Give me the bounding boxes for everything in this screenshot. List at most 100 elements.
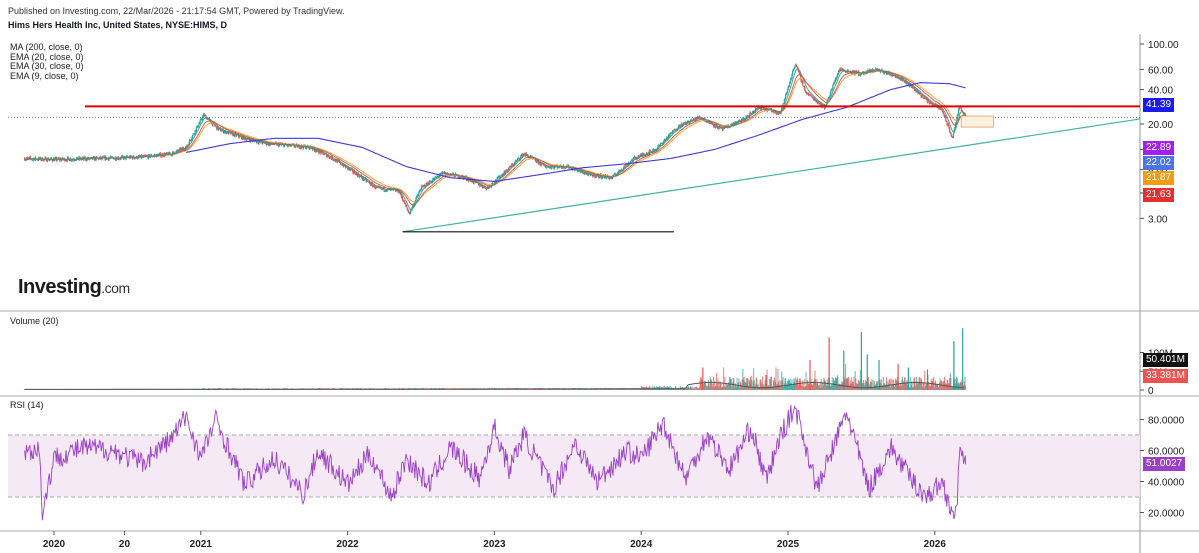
candle-body [938, 106, 940, 109]
candle-body [354, 173, 356, 175]
candle-body [318, 150, 321, 154]
candle-body [699, 116, 701, 118]
volume-bar [808, 383, 810, 390]
candle-body [932, 105, 934, 106]
volume-bar [541, 389, 543, 390]
rsi-pane-title[interactable]: RSI (14) [10, 400, 44, 410]
candle-body [238, 136, 240, 138]
candle-body [264, 142, 266, 144]
candle-body [887, 71, 889, 75]
candle-body [826, 99, 828, 104]
volume-bar [559, 388, 561, 390]
candle-body [423, 185, 425, 187]
volume-bar [672, 388, 674, 390]
volume-bar [718, 387, 720, 390]
volume-bar [708, 383, 710, 390]
candle-body [322, 152, 325, 155]
volume-bar [725, 383, 727, 390]
candle-body [130, 155, 132, 158]
volume-bar [711, 386, 713, 390]
candle-body [660, 143, 662, 145]
volume-bar [428, 389, 430, 390]
volume-bar [848, 385, 850, 390]
candle-body [537, 160, 540, 164]
candle-body [313, 148, 316, 151]
candle-body [920, 93, 922, 97]
volume-bar [749, 381, 751, 390]
volume-bar [419, 389, 421, 390]
volume-bar [820, 378, 822, 390]
candle-body [462, 176, 464, 179]
volume-tick-label: 0 [1148, 386, 1154, 397]
legend-ma200[interactable]: MA (200, close, 0) [10, 42, 83, 52]
candle-body [257, 141, 259, 143]
candle-body [516, 160, 518, 162]
candle-body [841, 68, 843, 71]
candle-body [508, 167, 510, 170]
candle-body [368, 181, 370, 183]
volume-bar [510, 389, 512, 390]
candle-body [577, 170, 579, 172]
candle-body [218, 128, 220, 130]
candle-body [679, 124, 681, 126]
volume-bar [543, 388, 545, 390]
legend-ema20[interactable]: EMA (20, close, 0) [10, 51, 84, 62]
volume-bar [606, 388, 608, 390]
volume-bar [640, 389, 642, 390]
volume-pane-title[interactable]: Volume (20) [10, 316, 59, 326]
candle-body [522, 154, 524, 157]
legend-ema30[interactable]: EMA (30, close, 0) [10, 61, 84, 71]
volume-bar [598, 388, 600, 390]
candle-body [670, 133, 672, 134]
candle-body [419, 190, 422, 191]
volume-bar [845, 378, 847, 390]
candle-body [808, 94, 810, 96]
volume-bar [914, 377, 916, 390]
volume-bar [529, 389, 531, 390]
volume-bar [718, 381, 720, 390]
volume-bar [811, 385, 813, 390]
candle-body [941, 109, 943, 111]
price-badge: 22.89 [1143, 141, 1175, 155]
volume-bar [898, 384, 900, 390]
candle-body [315, 150, 317, 152]
volume-bar [833, 381, 835, 390]
candle-body [207, 118, 210, 120]
volume-bar [764, 380, 766, 390]
volume-bar [382, 389, 384, 390]
candle-body [525, 153, 527, 156]
candle-body [658, 145, 660, 147]
candle-body [197, 126, 199, 128]
candle-body [172, 151, 174, 153]
volume-bar [504, 389, 506, 390]
candle-body [378, 186, 381, 188]
candle-body [689, 119, 692, 122]
candle-body [695, 118, 697, 120]
volume-bar [911, 381, 913, 390]
candle-body [435, 176, 437, 178]
volume-bar [738, 378, 740, 390]
candle-body [333, 159, 335, 160]
candle-body [810, 95, 812, 96]
logo-word: Investing [18, 276, 102, 298]
volume-bar [782, 376, 784, 390]
volume-bar [867, 382, 869, 390]
volume-bar [800, 381, 802, 390]
candle-body [813, 98, 815, 100]
candle-body [521, 154, 523, 156]
volume-bar [531, 389, 533, 390]
volume-bar [815, 379, 817, 390]
volume-bar [808, 384, 810, 390]
candle-body [165, 153, 167, 154]
candle-body [191, 135, 194, 138]
volume-bar [487, 389, 489, 390]
candle-body [544, 166, 547, 168]
volume-bar [506, 388, 508, 390]
candle-body [471, 180, 473, 183]
legend-ema9[interactable]: EMA (9, close, 0) [10, 70, 79, 81]
volume-bar [623, 388, 625, 390]
candle-body [799, 72, 801, 75]
candle-body [404, 203, 406, 205]
candle-body [463, 176, 465, 179]
